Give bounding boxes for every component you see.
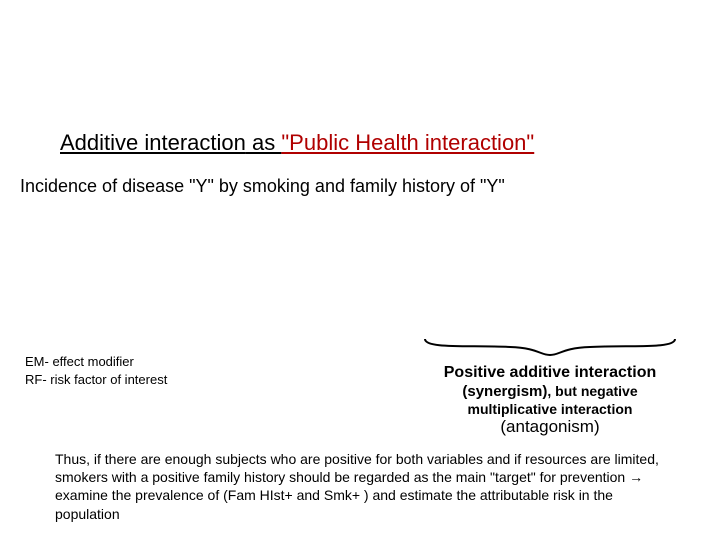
interaction-line3: multiplicative interaction <box>410 401 690 417</box>
title-part-as: as <box>246 130 281 155</box>
lower-row: EM- effect modifier RF- risk factor of i… <box>25 335 690 437</box>
title-part-publichealth: "Public Health interaction" <box>281 130 534 155</box>
interaction-but-negative: , but negative <box>547 383 637 399</box>
curly-brace-icon <box>420 335 680 359</box>
interaction-line1: Positive additive interaction <box>410 363 690 383</box>
legend-rf: RF- risk factor of interest <box>25 371 167 389</box>
interaction-antagonism: (antagonism) <box>410 417 690 437</box>
title-part-additive: Additive interaction <box>60 130 246 155</box>
interaction-synergism: (synergism) <box>462 383 547 400</box>
brace-block: Positive additive interaction (synergism… <box>410 335 690 437</box>
legend-em: EM- effect modifier <box>25 353 167 371</box>
interaction-line2: (synergism), but negative <box>410 383 690 401</box>
bottom-paragraph: Thus, if there are enough subjects who a… <box>55 450 670 523</box>
slide-title: Additive interaction as "Public Health i… <box>60 130 690 156</box>
slide-subtitle: Incidence of disease "Y" by smoking and … <box>20 176 690 197</box>
slide-container: Additive interaction as "Public Health i… <box>0 0 720 540</box>
legend-block: EM- effect modifier RF- risk factor of i… <box>25 353 167 388</box>
